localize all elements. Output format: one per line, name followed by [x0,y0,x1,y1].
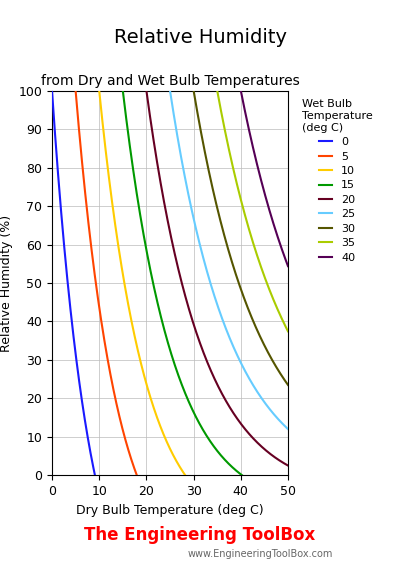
Y-axis label: Relative Humidity (%): Relative Humidity (%) [0,215,13,351]
Text: The Engineering ToolBox: The Engineering ToolBox [84,526,316,544]
Title: from Dry and Wet Bulb Temperatures: from Dry and Wet Bulb Temperatures [41,74,299,88]
X-axis label: Dry Bulb Temperature (deg C): Dry Bulb Temperature (deg C) [76,504,264,517]
Legend: 0, 5, 10, 15, 20, 25, 30, 35, 40: 0, 5, 10, 15, 20, 25, 30, 35, 40 [298,96,376,266]
Text: Relative Humidity: Relative Humidity [114,28,286,48]
Text: www.EngineeringToolBox.com: www.EngineeringToolBox.com [187,548,333,559]
